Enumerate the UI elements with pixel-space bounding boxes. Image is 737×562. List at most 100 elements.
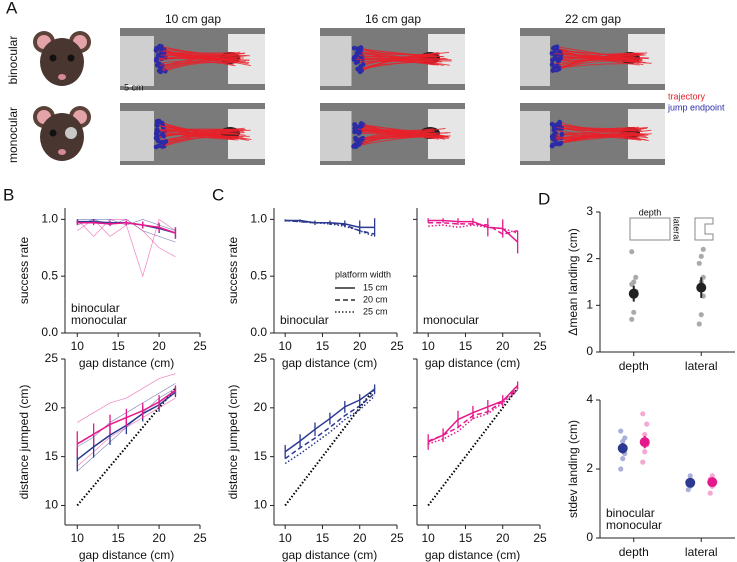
mean-point [685,477,696,488]
photo [520,103,665,165]
individual-point [631,309,637,315]
series-line [285,219,375,238]
y-axis-label: Δmean landing (cm) [566,228,580,335]
chart: 10 15 20 25 distance jumped (cm) 10 15 20 25 gap … [226,351,404,562]
trajectory [559,124,639,129]
x-tick-label: 10 [279,531,293,545]
endpoint [154,127,160,133]
photo [320,103,465,165]
x-axis-label: gap distance (cm) [425,548,520,562]
endpoint [155,52,161,58]
x-tick-label: depth [619,545,649,559]
trajectory [556,46,641,61]
chart: 10 15 20 25 gap distance (cm) [413,358,547,562]
endpoint [549,50,555,56]
y-tick-label: 4 [586,392,593,406]
y-tick-label: 15 [254,449,268,463]
series-line [284,395,376,465]
endpoint [552,54,558,60]
trajectory [362,56,445,65]
x-tick-label: 25 [390,531,404,545]
trajectory [161,122,249,141]
y-tick-label: 0 [586,344,593,358]
trajectory [160,48,241,57]
individual-point [618,466,624,472]
x-tick-label: 20 [496,531,510,545]
series-line [285,219,375,235]
endpoint [158,69,163,75]
x-tick-label: 10 [422,531,436,545]
endpoint [159,131,165,137]
platform [520,111,550,161]
y-tick-label: 25 [45,351,59,365]
endpoint [358,47,364,52]
legend-label: binocular [71,301,120,315]
individual-point [707,490,713,496]
y-tick-label: 10 [45,498,59,512]
endpoint [352,126,358,131]
endpoint [154,122,160,128]
individual-point [696,260,702,266]
trajectory [558,60,640,70]
x-tick-label: lateral [685,545,718,559]
x-tick-label: 10 [71,531,85,545]
chart: B 0.0 0.5 1.0 success rate 10 15 20 25 gap distan… [3,185,207,370]
column-title: 16 cm gap [365,12,421,26]
individual-point [642,431,648,438]
legend-label: 15 cm [363,282,388,292]
y-tick-label: 1.0 [250,212,267,226]
individual-point [700,246,706,252]
panel-label: C [212,185,224,204]
trajectory [360,48,444,66]
trajectory-photos [120,28,665,165]
icon-label: lateral [672,217,682,242]
endpoint [159,120,165,126]
individual-point [644,421,650,427]
individual-point [687,473,693,479]
trajectory [157,128,246,131]
x-axis-label: gap distance (cm) [79,548,174,562]
trajectory [160,59,250,73]
x-tick-label: 20 [496,339,510,353]
x-tick-label: 15 [316,531,330,545]
y-tick-label: 0.0 [250,325,267,339]
x-tick-label: depth [619,359,649,373]
x-axis-label: gap distance (cm) [79,356,174,370]
endpoint [154,62,160,68]
mean-point [628,288,639,299]
x-tick-label: 20 [152,339,166,353]
x-tick-label: 20 [353,339,367,353]
x-tick-label: 10 [422,339,436,353]
chart: D 0 1 2 3 Δmean landing (cm) depth lateral depth… [538,189,735,373]
panel-label: D [538,189,550,208]
x-tick-label: 25 [390,339,404,353]
series-line [427,387,519,442]
individual-point [642,449,648,455]
endpoint [156,143,162,149]
photo [520,28,665,90]
chart: C 0.0 0.5 1.0 success rate 10 15 20 25 gap distan… [212,185,404,370]
column-title: 22 cm gap [565,12,621,26]
x-tick-label: 10 [71,339,85,353]
y-tick-label: 1.0 [41,212,58,226]
trajectory [361,133,447,140]
platform [320,36,352,86]
endpoint [554,44,560,50]
individual-point [640,411,646,417]
x-tick-label: 15 [459,531,473,545]
icon [694,217,714,241]
mouse-icons [33,31,91,161]
individual-line [77,373,176,423]
individual-point [696,321,702,327]
series-line [284,387,376,507]
individual-point [640,459,646,465]
y-tick-label: 0 [586,530,593,544]
chart: 10 15 20 25 distance jumped (cm) 10 15 20 25 gap … [17,351,207,562]
endpoint [550,57,555,63]
endpoint [358,121,364,126]
legend-label: monocular [606,518,662,532]
legend-label: binocular [606,506,655,520]
endpoint [551,124,557,130]
endpoint [360,62,366,67]
chart: 10 15 20 25 gap distance (cm) monocular [413,208,547,370]
